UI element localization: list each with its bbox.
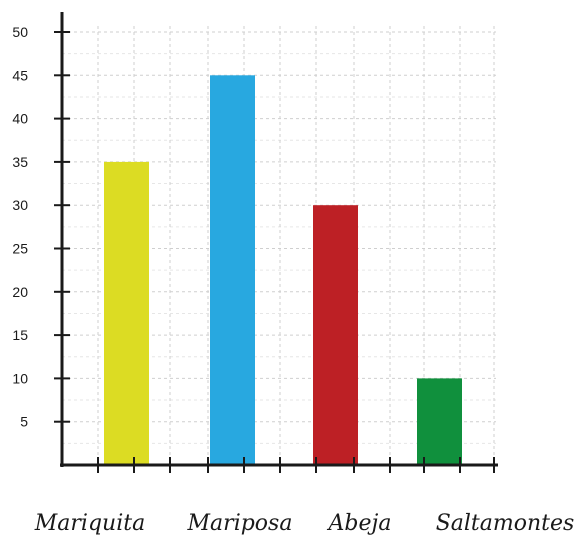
y-tick-label: 40 [12, 111, 28, 127]
y-tick-label: 25 [12, 241, 28, 257]
y-tick-label: 50 [12, 24, 28, 40]
y-tick-label: 15 [12, 327, 28, 343]
bar-mariquita [104, 161, 149, 465]
x-category-labels: Mariquita Mariposa Abeja Saltamontes [34, 511, 575, 536]
y-tick-label: 5 [20, 414, 28, 430]
y-tick-label: 10 [12, 370, 28, 386]
x-category-label: Abeja [327, 511, 392, 536]
bar-saltamontes [417, 378, 462, 465]
y-tick-labels: 5 10 15 20 25 30 35 40 45 50 [12, 24, 28, 430]
x-category-label: Mariposa [187, 511, 293, 536]
axes [54, 12, 498, 473]
x-category-label: Mariquita [34, 511, 145, 536]
y-tick-label: 45 [12, 67, 28, 83]
y-tick-label: 30 [12, 197, 28, 213]
y-tick-label: 35 [12, 154, 28, 170]
x-category-label: Saltamontes [436, 511, 575, 536]
bars [104, 75, 462, 466]
bar-abeja [313, 205, 358, 465]
bar-mariposa [210, 75, 255, 466]
y-tick-label: 20 [12, 284, 28, 300]
